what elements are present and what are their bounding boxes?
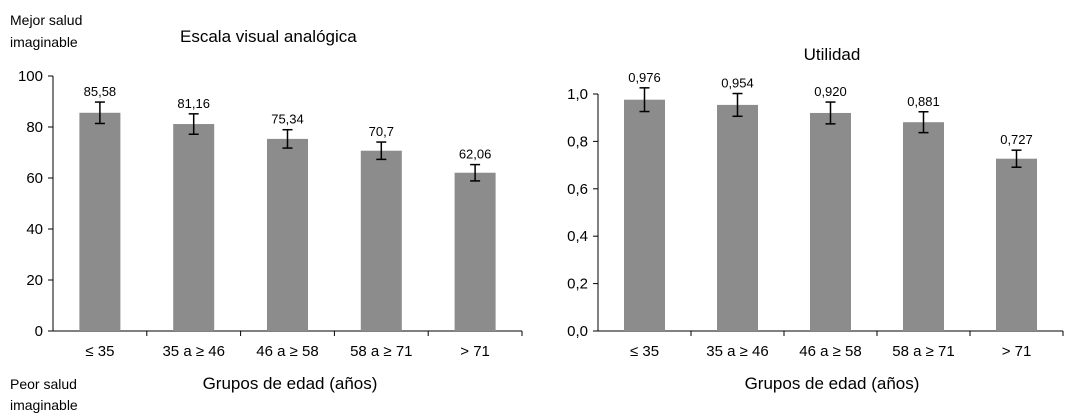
right-bar: [810, 112, 851, 332]
left-y-tick-label: 0: [35, 323, 43, 340]
left-bar: [173, 124, 215, 332]
right-y-tick-label: 0,6: [567, 181, 588, 198]
left-data-label: 85,58: [84, 84, 117, 99]
left-y-tick-label: 80: [26, 119, 43, 136]
left-data-label: 70,7: [369, 124, 394, 139]
left-chart-title: Escala visual analógica: [180, 27, 357, 46]
right-category-label: 58 a ≥ 71: [892, 343, 954, 360]
right-chart-title: Utilidad: [804, 45, 861, 64]
right-y-tick-label: 0,8: [567, 133, 588, 150]
right-category-label: > 71: [1002, 343, 1032, 360]
right-y-tick-label: 0,0: [567, 323, 588, 340]
left-bar: [79, 112, 121, 331]
right-category-label: 35 a ≥ 46: [706, 343, 768, 360]
right-y-tick-label: 1,0: [567, 86, 588, 103]
left-category-label: 35 a ≥ 46: [162, 343, 224, 360]
right-bar-chart: 0,0 0,2 0,4 0,6 0,8 1,0 0,976 ≤ 35 0,954 35 a ≥ 4…: [567, 70, 1064, 360]
right-data-label: 0,976: [628, 70, 661, 85]
left-category-label: 58 a ≥ 71: [350, 343, 412, 360]
left-ylabel-bottom-line2: imaginable: [10, 397, 78, 413]
right-data-label: 0,920: [814, 84, 847, 99]
left-data-label: 81,16: [177, 96, 210, 111]
right-bar: [624, 99, 665, 331]
left-y-tick-label: 20: [26, 272, 43, 289]
right-y-tick-label: 0,2: [567, 276, 588, 293]
left-bar: [267, 138, 308, 331]
left-data-label: 62,06: [459, 147, 492, 162]
right-data-label: 0,727: [1000, 132, 1033, 147]
left-y-tick-label: 60: [26, 170, 43, 187]
left-data-label: 75,34: [271, 112, 304, 127]
right-bar: [996, 158, 1037, 331]
right-data-label: 0,954: [721, 76, 754, 91]
left-category-label: ≤ 35: [85, 343, 114, 360]
left-y-tick-label: 40: [26, 221, 43, 238]
left-ylabel-top-line1: Mejor salud: [10, 12, 82, 28]
left-ylabel-top-line2: imaginable: [10, 34, 78, 50]
right-bar: [903, 122, 944, 331]
left-category-label: > 71: [460, 343, 490, 360]
right-category-label: ≤ 35: [630, 343, 659, 360]
left-category-label: 46 a ≥ 58: [256, 343, 318, 360]
left-bar: [454, 172, 496, 331]
left-y-tick-label: 100: [18, 68, 43, 85]
right-category-label: 46 a ≥ 58: [799, 343, 861, 360]
right-y-tick-label: 0,4: [567, 228, 588, 245]
right-bar: [717, 104, 758, 331]
right-data-label: 0,881: [907, 94, 940, 109]
left-ylabel-bottom-line1: Peor salud: [10, 376, 77, 392]
left-bar-chart: 0 20 40 60 80 100 85,58 ≤ 35 81,16 35 a ≥ 46 75,34…: [18, 68, 523, 360]
left-bar: [360, 150, 402, 331]
left-x-axis-title: Grupos de edad (años): [203, 374, 378, 393]
right-x-axis-title: Grupos de edad (años): [745, 374, 920, 393]
